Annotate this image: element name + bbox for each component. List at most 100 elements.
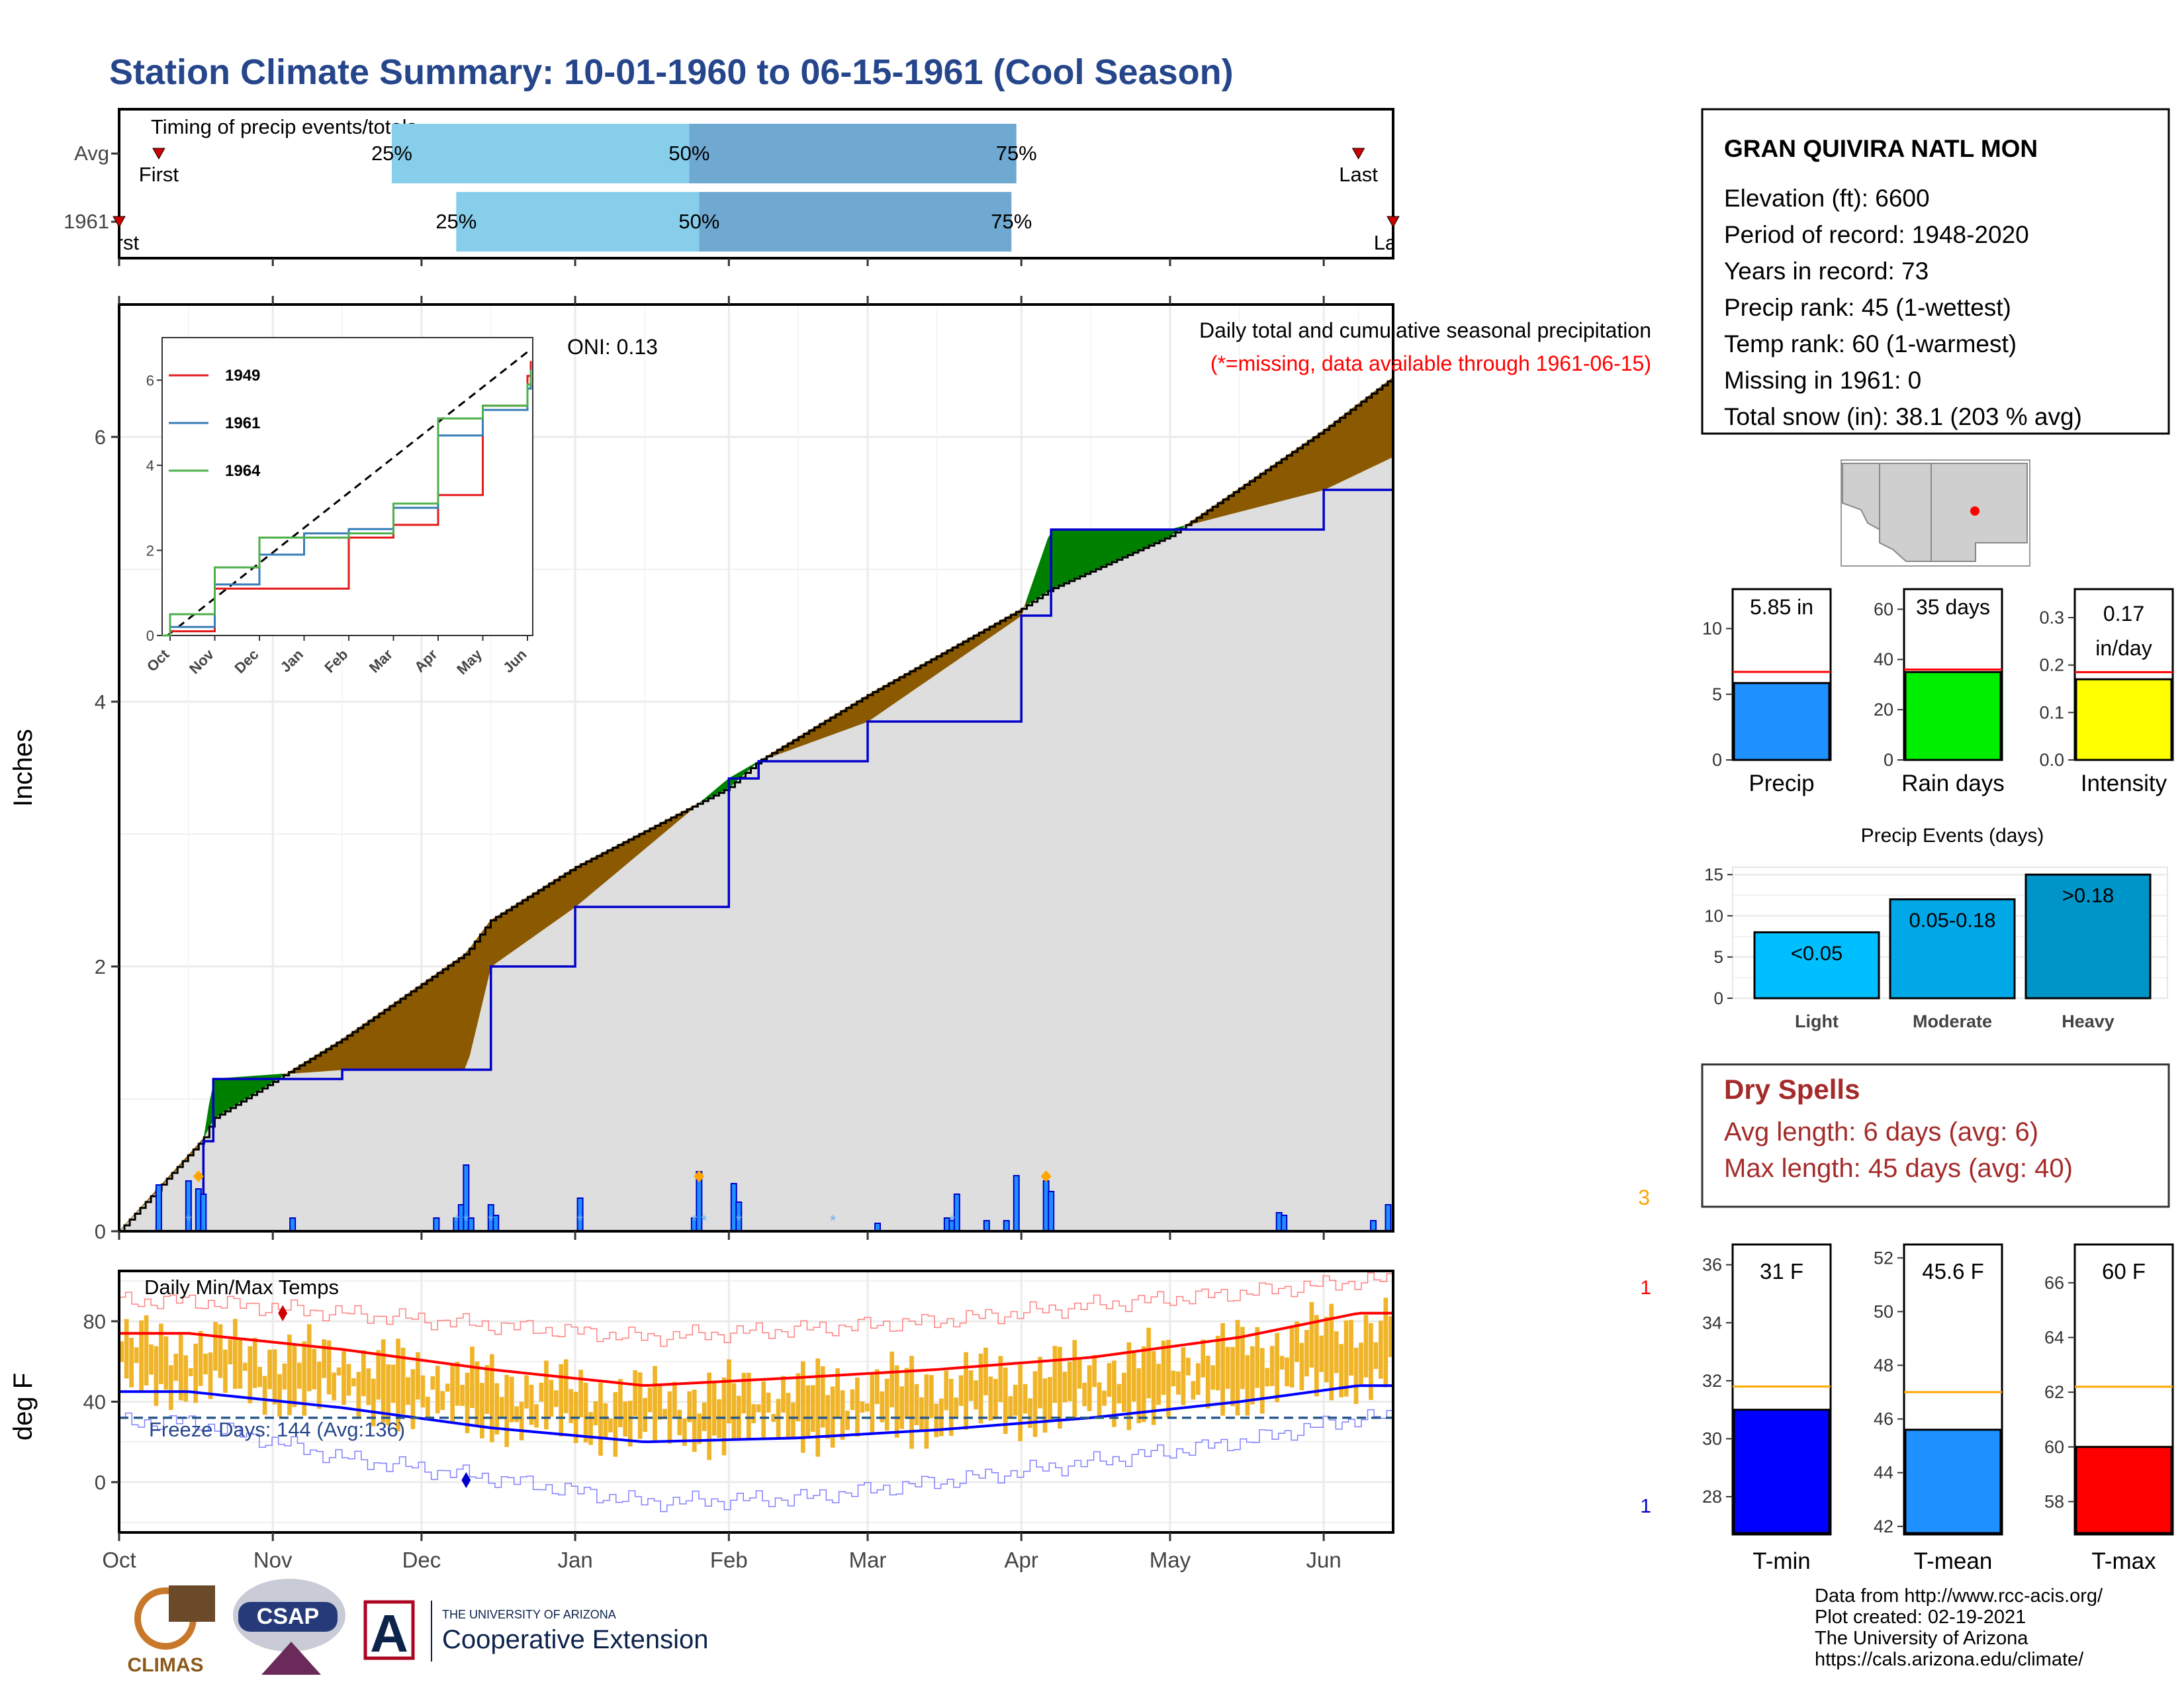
daily-temp-range-bar <box>559 1364 564 1436</box>
tmax-summary-tick-label: 58 <box>2044 1491 2064 1511</box>
tmax-summary-label: T-max <box>2091 1548 2156 1574</box>
daily-precip-bar <box>467 1217 475 1232</box>
tmin-summary-tick-label: 32 <box>1702 1371 1722 1391</box>
daily-temp-range-bar <box>316 1362 322 1409</box>
daily-temp-range-bar <box>1048 1377 1052 1422</box>
daily-temp-range-bar <box>267 1349 272 1389</box>
timing-title: Timing of precip events/totals <box>151 115 417 138</box>
precip-deficit-band <box>1377 385 1383 465</box>
daily-temp-range-bar <box>465 1372 470 1434</box>
daily-temp-range-bar <box>889 1351 895 1407</box>
tmean-summary-tick-label: 48 <box>1874 1356 1893 1376</box>
daily-temp-range-bar <box>721 1377 727 1456</box>
record-min-line <box>119 1409 1394 1513</box>
daily-temp-range-bar <box>173 1354 179 1382</box>
daily-temp-range-bar <box>786 1393 791 1438</box>
temp-summary-bars: 28 30 32 34 36 31 F T-min 42 44 46 48 50 52 45.6 F T-m… <box>1702 1243 2174 1574</box>
daily-temp-range-bar <box>874 1369 880 1405</box>
daily-temp-range-bar <box>1028 1398 1032 1429</box>
precip-events-tick-label: 5 <box>1714 947 1723 967</box>
daily-temp-range-bar <box>242 1362 248 1371</box>
daily-temp-range-bar <box>1324 1317 1329 1383</box>
daily-temp-range-bar <box>617 1379 623 1427</box>
station-info-box: GRAN QUIVIRA NATL MON Elevation (ft): 66… <box>1701 108 2170 435</box>
daily-temp-range-bar <box>198 1331 203 1386</box>
precip-corner-count: 3 <box>1638 1186 1650 1209</box>
inset-legend-label: 1961 <box>225 414 260 432</box>
precip-deficit-band <box>432 972 438 1070</box>
daily-temp-range-bar <box>346 1364 351 1396</box>
daily-temp-range-bar <box>909 1356 914 1449</box>
daily-temp-range-bar <box>1353 1347 1359 1404</box>
tmin-summary-tick-label: 30 <box>1702 1429 1722 1448</box>
timing-label-75: 75% <box>996 142 1037 165</box>
daily-temp-range-bar <box>322 1339 326 1378</box>
daily-precip-bar <box>1048 1191 1055 1232</box>
daily-temp-range-bar <box>1166 1339 1171 1417</box>
credit-line: The University of Arizona <box>1815 1628 2028 1649</box>
precip-deficit-band <box>453 957 459 1070</box>
daily-temp-range-bar <box>381 1339 386 1423</box>
timing-bar-50-75 <box>689 124 1017 183</box>
daily-temp-range-bar <box>954 1397 959 1417</box>
precip-deficit-band <box>442 964 449 1070</box>
tmax-summary-value: 60 F <box>2102 1259 2146 1284</box>
daily-temp-range-bar <box>539 1382 544 1402</box>
daily-temp-range-bar <box>667 1391 672 1444</box>
precip-deficit-band <box>1313 433 1320 493</box>
daily-temp-range-bar <box>524 1375 529 1409</box>
ua-big-text: Cooperative Extension <box>442 1625 708 1654</box>
summary-bars: 0 5 10 Precip 5.85 in 0 20 40 60 Rain days 35 days… <box>1702 588 2174 796</box>
daily-temp-range-bar <box>870 1372 875 1433</box>
daily-temp-range-bar <box>791 1402 796 1440</box>
snow-marker: * <box>701 1212 707 1230</box>
tmax-summary-bar <box>2075 1446 2173 1534</box>
daily-temp-range-bar <box>613 1391 618 1457</box>
temp-y-tick-label: 0 <box>95 1471 106 1494</box>
precip-surplus-band <box>1122 529 1128 558</box>
daily-temp-range-bar <box>248 1346 253 1403</box>
daily-temp-range-bar <box>1195 1363 1201 1395</box>
daily-temp-range-bar <box>306 1324 312 1391</box>
inset-legend-label: 1964 <box>225 462 261 480</box>
inset-legend-label: 1949 <box>225 367 260 385</box>
tmax-summary-tick-label: 62 <box>2044 1382 2064 1402</box>
precip-deficit-band <box>426 976 433 1070</box>
precip-deficit-band <box>447 961 454 1070</box>
daily-temp-range-bar <box>470 1346 475 1409</box>
daily-temp-range-bar <box>899 1386 904 1429</box>
daily-temp-range-bar <box>1369 1323 1373 1400</box>
month-x-axis: Oct Nov Dec Jan Feb Mar Apr May Jun <box>102 1532 1342 1572</box>
daily-temp-range-bar <box>272 1349 277 1405</box>
precip-deficit-band <box>1340 413 1346 483</box>
daily-precip-bar <box>1370 1220 1377 1232</box>
daily-temp-range-bar <box>277 1374 282 1417</box>
daily-temp-range-bar <box>801 1361 805 1453</box>
precip-deficit-band <box>458 954 465 1070</box>
snow-marker: * <box>463 1212 469 1230</box>
freeze-days-label: Freeze Days: 144 (Avg:136) <box>149 1418 405 1441</box>
daily-temp-range-bar <box>988 1376 993 1421</box>
precip-surplus-band <box>1085 529 1091 575</box>
daily-temp-range-bar <box>223 1349 228 1393</box>
daily-temp-range-bar <box>420 1375 426 1408</box>
tmin-summary-tick-label: 36 <box>1702 1255 1722 1275</box>
tmin-summary-value: 31 F <box>1760 1259 1803 1284</box>
daily-temp-range-bar <box>958 1375 964 1406</box>
daily-temp-range-bar <box>810 1385 815 1432</box>
daily-temp-range-bar <box>1210 1365 1216 1390</box>
daily-temp-range-bar <box>1087 1365 1092 1411</box>
daily-temp-range-bar <box>894 1365 899 1438</box>
daily-temp-range-bar <box>1235 1319 1240 1416</box>
snow-marker: * <box>830 1212 836 1230</box>
daily-temp-range-bar <box>603 1403 608 1439</box>
daily-temp-range-bar <box>771 1413 776 1423</box>
precip-events-bar-label: >0.18 <box>2062 884 2114 907</box>
daily-temp-range-bar <box>1304 1330 1309 1377</box>
record-low-marker <box>461 1472 471 1489</box>
daily-temp-range-bar <box>633 1370 638 1417</box>
precip-deficit-band <box>1334 417 1341 485</box>
precip-y-label: Inches <box>9 729 38 807</box>
